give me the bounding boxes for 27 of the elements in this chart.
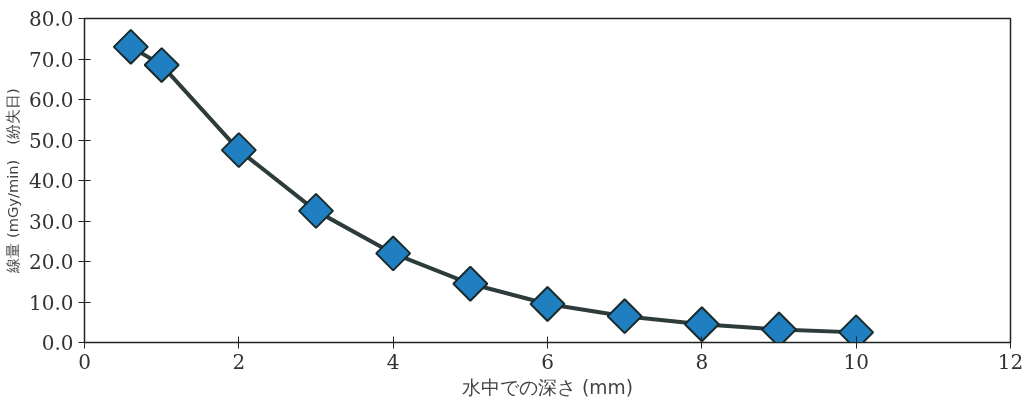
point [683, 306, 720, 343]
y-tick-label: 70.0 [28, 47, 74, 72]
x-tick-label: 4 [386, 349, 400, 374]
x-tick-label: 2 [232, 349, 246, 374]
y-tick-label: 40.0 [28, 169, 74, 193]
y-tick-label: 20.0 [28, 250, 74, 274]
x-tick-label: 0 [78, 349, 91, 374]
y-tick-label: 60.0 [28, 88, 74, 112]
y-tick-label: 0.0 [41, 331, 74, 355]
point [606, 298, 643, 335]
point [375, 235, 412, 272]
x-axis-title: 水中での深さ (mm) [462, 376, 633, 398]
x-tick-label: 10 [843, 349, 869, 374]
y-axis-title: 線量 (mGy/min) (紛失日) [3, 88, 21, 274]
y-tick-label: 80.0 [28, 7, 74, 31]
x-tick-label: 6 [541, 349, 554, 374]
x-tick-label: 12 [997, 349, 1024, 374]
y-tick-label: 50.0 [28, 128, 74, 153]
point [220, 132, 257, 169]
point [298, 192, 334, 229]
y-tick-label: 30.0 [28, 209, 74, 234]
point [112, 28, 149, 65]
x-tick-label: 8 [695, 349, 709, 374]
point [143, 47, 180, 84]
point [452, 265, 489, 302]
point [529, 286, 566, 322]
y-tick-label: 10.0 [28, 290, 74, 315]
